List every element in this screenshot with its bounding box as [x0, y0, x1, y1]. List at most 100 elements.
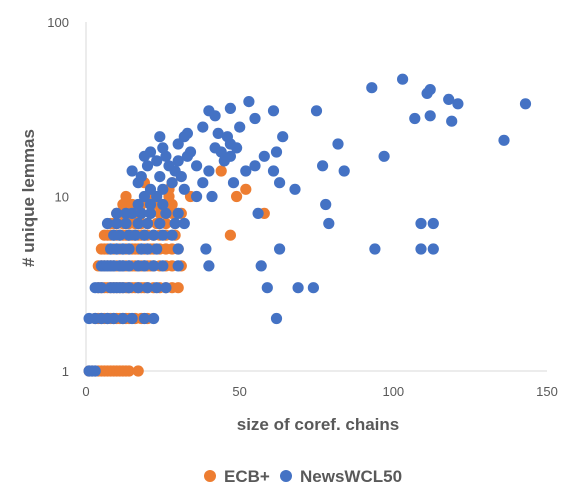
data-point: [123, 365, 135, 377]
data-point: [270, 312, 283, 325]
series-newswcl50: [83, 73, 532, 377]
data-point: [249, 112, 261, 125]
data-point: [160, 282, 172, 294]
tick-labels: 0 50 100 150 1 10 100: [47, 15, 558, 399]
data-point: [252, 207, 264, 219]
data-point: [154, 171, 166, 183]
data-point: [206, 190, 218, 203]
data-point: [203, 165, 215, 177]
data-point: [126, 165, 138, 177]
legend-label: NewsWCL50: [300, 467, 402, 486]
data-point: [157, 260, 169, 272]
data-point: [397, 73, 409, 85]
x-axis-title: size of coref. chains: [237, 415, 400, 434]
data-point: [221, 131, 233, 143]
data-point: [443, 93, 455, 105]
data-point: [111, 217, 123, 230]
data-point: [197, 121, 209, 133]
data-point: [157, 198, 169, 211]
data-point: [338, 165, 350, 177]
data-point: [138, 260, 150, 272]
y-tick-label: 10: [55, 190, 69, 205]
data-point: [332, 138, 344, 150]
data-point: [148, 229, 160, 241]
data-point: [203, 105, 215, 117]
data-point: [240, 183, 252, 195]
data-point: [166, 229, 178, 241]
data-point: [157, 183, 169, 195]
data-point: [274, 177, 286, 189]
data-point: [123, 260, 135, 272]
data-point: [172, 207, 184, 219]
data-point: [120, 190, 132, 203]
data-point: [129, 229, 141, 241]
data-point: [197, 177, 209, 189]
data-point: [108, 312, 120, 325]
data-point: [212, 127, 224, 139]
data-point: [172, 155, 184, 167]
data-point: [120, 217, 132, 230]
data-point: [114, 229, 126, 241]
data-point: [369, 243, 381, 255]
data-point: [144, 207, 157, 219]
y-tick-label: 1: [62, 364, 69, 379]
data-point: [144, 183, 157, 195]
data-point: [378, 150, 390, 162]
data-point: [224, 229, 236, 241]
data-point: [89, 365, 101, 377]
data-point: [141, 243, 154, 255]
data-point: [415, 243, 427, 255]
data-point: [181, 127, 193, 139]
data-point: [135, 207, 147, 219]
data-point: [267, 105, 280, 117]
plot-area: [85, 22, 547, 372]
data-point: [132, 217, 144, 230]
data-point: [141, 160, 154, 172]
data-point: [203, 260, 215, 272]
data-point: [267, 165, 280, 177]
data-point: [227, 177, 240, 189]
data-point: [172, 260, 184, 272]
data-point: [126, 207, 138, 219]
x-tick-label: 150: [536, 384, 558, 399]
data-point: [160, 207, 172, 219]
data-point: [224, 102, 236, 114]
data-point: [141, 282, 154, 294]
data-point: [323, 217, 335, 230]
data-point: [184, 146, 197, 158]
data-point: [409, 112, 421, 125]
data-point: [151, 243, 163, 255]
data-point: [132, 282, 144, 294]
data-point: [255, 260, 267, 272]
data-point: [424, 84, 436, 96]
data-point: [519, 98, 532, 110]
y-tick-label: 100: [47, 15, 69, 30]
data-point: [157, 229, 169, 241]
data-point: [240, 165, 252, 177]
data-point: [157, 142, 169, 154]
y-axis-title: # unique lemmas: [19, 129, 38, 267]
data-point: [148, 312, 160, 325]
data-markers: [83, 73, 532, 377]
data-point: [151, 155, 163, 167]
data-point: [117, 312, 129, 325]
x-tick-label: 50: [232, 384, 246, 399]
data-point: [148, 260, 160, 272]
data-point: [224, 150, 236, 162]
data-point: [169, 217, 181, 230]
data-point: [234, 121, 246, 133]
data-point: [452, 98, 464, 110]
data-point: [258, 150, 270, 162]
data-point: [317, 160, 329, 172]
data-point: [307, 282, 319, 294]
data-point: [191, 190, 203, 203]
legend-marker: [280, 470, 292, 482]
data-point: [427, 217, 439, 230]
data-point: [415, 217, 427, 230]
data-point: [178, 217, 190, 230]
data-point: [95, 282, 107, 294]
data-point: [160, 150, 172, 162]
data-point: [427, 243, 439, 255]
data-point: [144, 198, 157, 211]
